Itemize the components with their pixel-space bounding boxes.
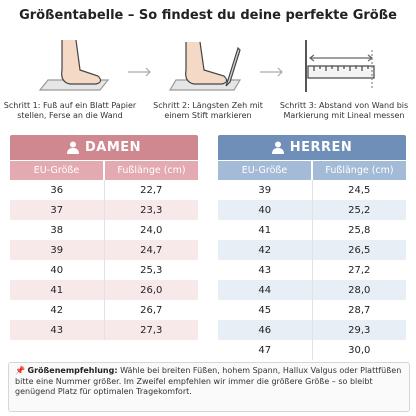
table-row: 40 25,2: [218, 200, 406, 220]
table-row: 39 24,7: [10, 240, 198, 260]
eu-size: 36: [10, 180, 105, 200]
eu-size: 45: [218, 300, 313, 320]
note-label: Größenempfehlung:: [27, 366, 118, 375]
table-row: 41 26,0: [10, 280, 198, 300]
foot-length: 22,7: [140, 184, 163, 196]
table-row: 46 29,3: [218, 320, 406, 340]
table-row: 36 22,7: [10, 180, 198, 200]
table-row: 42 26,7: [10, 300, 198, 320]
table-row: 42 26,5: [218, 240, 406, 260]
table-row: 45 28,7: [218, 300, 406, 320]
eu-size: 42: [218, 240, 313, 260]
eu-size: 40: [218, 200, 313, 220]
person-icon: [271, 141, 284, 154]
size-table: HERREN EU-Größe Fußlänge (cm) 39 24,5 40 25,2 4…: [218, 135, 406, 360]
eu-size: 47: [218, 340, 313, 360]
recommendation-note: 📌 Größenempfehlung: Wähle bei breiten Fü…: [8, 362, 410, 412]
table-row: 38 24,0: [10, 220, 198, 240]
table-row: 44 28,0: [218, 280, 406, 300]
title: Größentabelle – So findest du deine perf…: [19, 8, 397, 23]
column-header: Fußlänge (cm): [313, 161, 406, 180]
eu-size: 41: [10, 280, 105, 300]
foot-length: 28,0: [348, 284, 371, 296]
foot-length: 23,3: [140, 204, 163, 216]
table-row: 41 25,8: [218, 220, 406, 240]
table-row: 37 23,3: [10, 200, 198, 220]
column-header-row: EU-Größe Fußlänge (cm): [218, 161, 406, 180]
eu-size: 41: [218, 220, 313, 240]
table-title-text: DAMEN: [84, 140, 142, 155]
step-caption: Schritt 2: Längsten Zeh mit einem Stift …: [153, 101, 263, 120]
table-row: 47 30,0: [218, 340, 406, 360]
eu-size: 38: [10, 220, 105, 240]
foot-length: 29,3: [348, 324, 371, 336]
step-illustrations: [38, 39, 375, 92]
column-header: EU-Größe: [10, 161, 103, 180]
eu-size: 40: [10, 260, 105, 280]
table-row: 40 25,3: [10, 260, 198, 280]
foot-length: 25,2: [348, 204, 371, 216]
eu-size: 37: [10, 200, 105, 220]
eu-size: 44: [218, 280, 313, 300]
foot-length: 27,3: [140, 324, 163, 336]
foot-length: 26,0: [140, 284, 163, 296]
table-title-text: HERREN: [289, 140, 353, 155]
foot-length: 24,7: [140, 244, 163, 256]
step-caption: Schritt 1: Fuß auf ein Blatt Papier stel…: [3, 101, 137, 120]
foot-length: 25,3: [140, 264, 163, 276]
column-header-row: EU-Größe Fußlänge (cm): [10, 161, 198, 180]
eu-size: 43: [218, 260, 313, 280]
foot-length: 28,7: [348, 304, 371, 316]
foot-length: 25,8: [348, 224, 371, 236]
table-row: 39 24,5: [218, 180, 406, 200]
foot-length: 30,0: [348, 344, 371, 356]
eu-size: 42: [10, 300, 105, 320]
eu-size: 46: [218, 320, 313, 340]
foot-length: 24,5: [348, 184, 371, 196]
eu-size: 39: [218, 180, 313, 200]
eu-size: 43: [10, 320, 105, 340]
table-row: 43 27,2: [218, 260, 406, 280]
column-header: Fußlänge (cm): [105, 161, 198, 180]
step-caption: Schritt 3: Abstand von Wand bis Markieru…: [279, 101, 409, 120]
column-header: EU-Größe: [218, 161, 311, 180]
foot-length: 27,2: [348, 264, 371, 276]
table-title: DAMEN: [10, 135, 198, 160]
person-icon: [66, 141, 79, 154]
foot-length: 26,5: [348, 244, 371, 256]
foot-length: 26,7: [140, 304, 163, 316]
table-row: 43 27,3: [10, 320, 198, 340]
eu-size: 39: [10, 240, 105, 260]
note-text: Wähle bei breiten Füßen, hohem Spann, Ha…: [15, 366, 402, 396]
size-table: DAMEN EU-Größe Fußlänge (cm) 36 22,7 37 23,3 38…: [10, 135, 198, 340]
foot-length: 24,0: [140, 224, 163, 236]
table-title: HERREN: [218, 135, 406, 160]
